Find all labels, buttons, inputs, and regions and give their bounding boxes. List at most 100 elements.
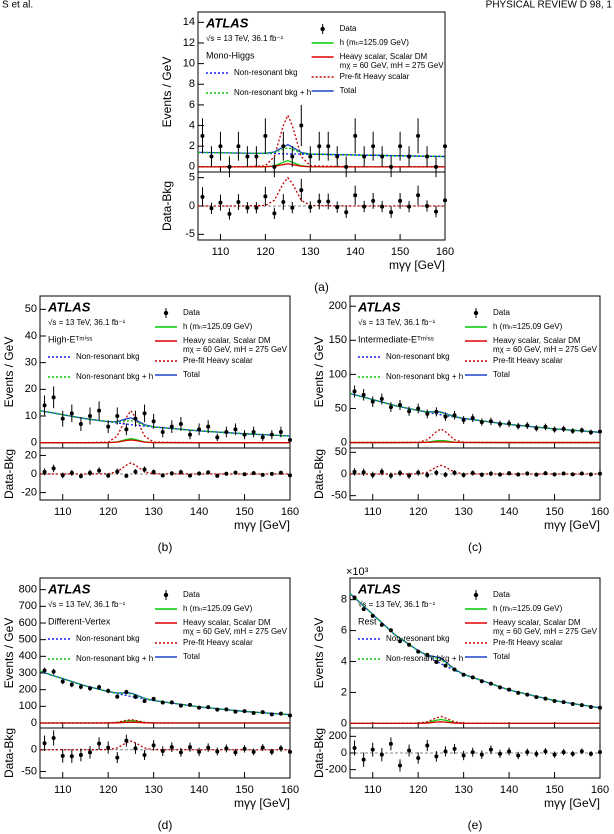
data-point bbox=[288, 713, 292, 718]
curve bbox=[198, 113, 445, 168]
data-point bbox=[507, 687, 512, 692]
ratio-point bbox=[598, 750, 602, 755]
data-point bbox=[106, 688, 111, 693]
x-tick-label: 130 bbox=[454, 506, 472, 518]
ratio-y-tick-label: -200 bbox=[325, 764, 347, 776]
ratio-point bbox=[133, 469, 138, 474]
data-point bbox=[552, 698, 557, 703]
data-point bbox=[42, 668, 47, 673]
data-point bbox=[479, 679, 484, 684]
ratio-y-tick-label: 5 bbox=[189, 172, 195, 184]
data-point bbox=[416, 133, 421, 138]
ratio-point bbox=[398, 471, 402, 476]
data-point bbox=[370, 399, 375, 404]
ratio-point bbox=[579, 749, 584, 754]
data-point bbox=[579, 703, 584, 708]
ratio-point bbox=[443, 472, 448, 477]
data-point bbox=[407, 409, 412, 414]
legend-label: Heavy scalar, Scalar DM bbox=[340, 52, 428, 61]
atlas-label: ATLAS bbox=[357, 581, 401, 596]
data-point bbox=[178, 703, 183, 708]
x-tick-label: 160 bbox=[281, 784, 299, 796]
ratio-point bbox=[233, 750, 238, 755]
data-point bbox=[416, 649, 421, 654]
data-point bbox=[69, 411, 74, 416]
data-point bbox=[543, 696, 548, 701]
x-axis-label: mγγ [GeV] bbox=[234, 796, 290, 810]
ratio-point bbox=[507, 749, 512, 754]
ratio-point bbox=[588, 751, 593, 756]
x-tick-label: 130 bbox=[301, 246, 319, 258]
ratio-y-tick-label: 0 bbox=[189, 200, 195, 212]
ratio-point bbox=[371, 198, 376, 203]
curve bbox=[39, 410, 291, 437]
data-point bbox=[269, 712, 274, 717]
data-point bbox=[288, 438, 292, 442]
ratio-point bbox=[124, 738, 129, 743]
ratio-point bbox=[398, 763, 402, 768]
ratio-point bbox=[88, 470, 92, 475]
x-axis-label: mγγ [GeV] bbox=[544, 796, 600, 810]
y-axis-label: Events / GeV bbox=[312, 618, 326, 689]
data-point bbox=[452, 413, 457, 418]
ratio-y-tick-label: -20 bbox=[21, 486, 37, 498]
data-point bbox=[398, 144, 403, 149]
x-tick-label: 150 bbox=[391, 246, 409, 258]
legend-label: Heavy scalar, Scalar DM bbox=[493, 618, 581, 627]
ratio-point bbox=[570, 751, 575, 756]
data-point bbox=[326, 144, 331, 149]
data-point bbox=[443, 663, 448, 668]
legend-label: Heavy scalar, Scalar DM bbox=[183, 618, 271, 627]
ratio-point bbox=[308, 205, 313, 210]
ratio-point bbox=[498, 751, 502, 756]
ratio-point bbox=[142, 467, 147, 472]
x-tick-label: 140 bbox=[346, 246, 364, 258]
curve bbox=[349, 592, 601, 709]
ratio-point bbox=[598, 471, 602, 476]
y-tick-label: 30 bbox=[25, 357, 37, 369]
ratio-curve bbox=[198, 176, 445, 207]
curve bbox=[197, 147, 446, 158]
ratio-curve bbox=[40, 462, 290, 475]
ratio-point bbox=[245, 205, 250, 210]
y-axis-label: Events / GeV bbox=[2, 618, 16, 689]
ratio-y-tick-label: 200 bbox=[329, 730, 347, 742]
ratio-point bbox=[242, 746, 247, 751]
data-point bbox=[588, 704, 593, 709]
data-point bbox=[534, 426, 539, 431]
data-point bbox=[352, 595, 357, 600]
y-tick-label: 4 bbox=[189, 119, 195, 131]
ratio-point bbox=[416, 470, 421, 475]
x-tick-label: 160 bbox=[281, 506, 299, 518]
ratio-point bbox=[106, 745, 111, 750]
data-point bbox=[160, 430, 165, 434]
ratio-point bbox=[344, 210, 349, 215]
data-point bbox=[233, 709, 238, 714]
ratio-point bbox=[379, 469, 384, 474]
data-point bbox=[206, 705, 211, 710]
data-point bbox=[353, 133, 358, 138]
ratio-point bbox=[200, 194, 205, 199]
data-point bbox=[260, 710, 265, 715]
legend-label: Total bbox=[493, 370, 510, 379]
ratio-point bbox=[197, 749, 202, 754]
y-tick-label: 14 bbox=[183, 16, 195, 28]
curve bbox=[39, 670, 291, 716]
ratio-point bbox=[278, 746, 283, 751]
x-tick-label: 130 bbox=[144, 506, 162, 518]
data-point bbox=[388, 405, 393, 410]
data-point bbox=[434, 164, 439, 169]
ratio-point bbox=[188, 745, 192, 750]
ratio-point bbox=[215, 749, 220, 754]
data-point bbox=[151, 419, 156, 424]
data-point bbox=[470, 675, 475, 680]
data-point bbox=[507, 421, 512, 426]
legend-label: Data bbox=[340, 24, 357, 33]
curve bbox=[197, 151, 446, 158]
x-tick-label: 110 bbox=[54, 506, 72, 518]
data-point bbox=[344, 164, 349, 169]
data-point bbox=[188, 432, 192, 437]
ratio-curve bbox=[350, 464, 600, 475]
panel-label: (b) bbox=[158, 540, 173, 554]
x-tick-label: 150 bbox=[235, 506, 253, 518]
